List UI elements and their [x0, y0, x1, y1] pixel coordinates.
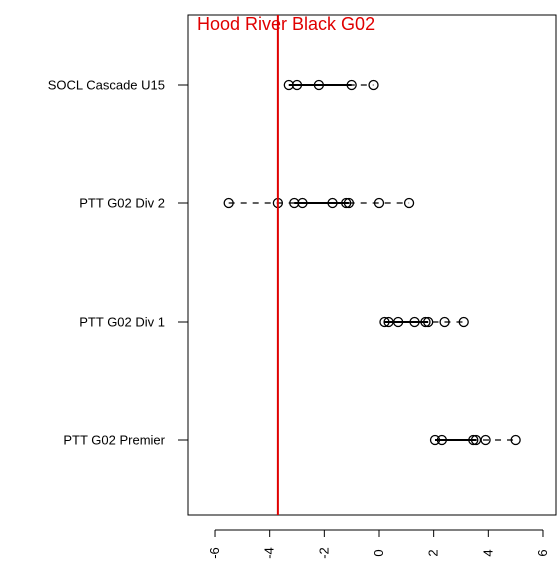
data-marks [223, 79, 521, 446]
data-point [392, 316, 404, 328]
data-point [458, 316, 469, 328]
data-point [346, 79, 357, 91]
plot-area [187, 14, 557, 516]
data-point [510, 434, 521, 446]
y-tick-label: PTT G02 Premier [63, 433, 165, 448]
data-point [409, 316, 420, 328]
reference-line-group: Hood River Black G02 [197, 14, 375, 515]
data-point [341, 197, 352, 209]
data-point [313, 79, 325, 91]
data-point [343, 197, 355, 209]
x-tick-label: 2 [426, 549, 441, 556]
x-tick-label: -6 [207, 547, 222, 559]
y-tick-label: PTT G02 Div 2 [79, 196, 165, 211]
series-group [429, 434, 521, 446]
y-tick-label: PTT G02 Div 1 [79, 315, 165, 330]
x-tick-label: -2 [316, 547, 331, 559]
reference-line-label: Hood River Black G02 [197, 14, 375, 34]
data-point [480, 434, 491, 446]
series-group [283, 79, 379, 91]
data-point [327, 197, 338, 209]
data-point [289, 197, 300, 209]
y-axis: SOCL Cascade U15 PTT G02 Div 2 PTT G02 Div… [48, 78, 188, 448]
data-point [420, 316, 431, 328]
data-point [429, 434, 441, 446]
series-group [379, 316, 469, 328]
data-point [283, 79, 294, 91]
x-tick-label: 4 [480, 549, 495, 556]
data-point [423, 316, 434, 328]
data-point [223, 197, 234, 209]
series-group [223, 197, 415, 209]
data-point [297, 197, 308, 209]
data-point [403, 197, 415, 209]
data-point [439, 316, 450, 328]
data-point [368, 79, 379, 91]
data-point [373, 197, 385, 209]
data-point [379, 316, 390, 328]
y-tick-label: SOCL Cascade U15 [48, 78, 165, 93]
data-point [436, 434, 448, 446]
data-point [291, 79, 303, 91]
x-axis: -6 -4 -2 0 2 4 6 [207, 529, 550, 559]
x-tick-label: 0 [371, 549, 386, 556]
x-tick-label: -4 [262, 547, 277, 559]
data-point [468, 434, 479, 446]
x-tick-label: 6 [535, 549, 550, 556]
